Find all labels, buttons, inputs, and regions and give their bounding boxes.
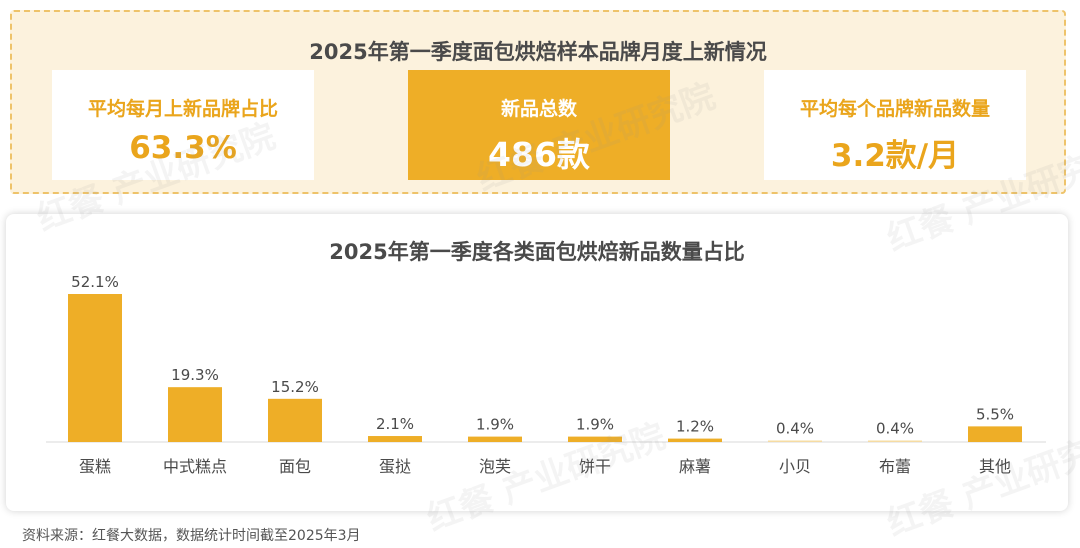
bar-chart: 52.1% 蛋糕 19.3% 中式糕点 15.2% 面包 2.1% 蛋挞 1.9% 泡芙 1.9% 饼…: [46, 273, 1046, 476]
bar-value-label: 5.5%: [976, 405, 1014, 423]
bar-value-label: 0.4%: [876, 420, 914, 438]
category-tick-label: 小贝: [779, 457, 811, 476]
bar-value-label: 0.4%: [776, 420, 814, 438]
summary-panel: 2025年第一季度面包烘焙样本品牌月度上新情况 平均每月上新品牌占比 63.3%…: [10, 10, 1066, 194]
source-note: 资料来源：红餐大数据，数据统计时间截至2025年3月: [22, 528, 361, 544]
kpi-monthly-brand-ratio: 平均每月上新品牌占比 63.3%: [52, 70, 314, 180]
bar-2: [268, 398, 322, 442]
bar-value-label: 2.1%: [376, 415, 414, 433]
bar-3: [368, 436, 422, 442]
category-tick-label: 蛋挞: [379, 457, 411, 476]
category-tick-label: 布蕾: [879, 457, 911, 476]
category-tick-label: 中式糕点: [163, 457, 227, 476]
category-tick-label: 面包: [279, 457, 311, 476]
chart-title: 2025年第一季度各类面包烘焙新品数量占比: [329, 240, 745, 264]
bar-value-label: 52.1%: [71, 273, 119, 291]
category-tick-label: 泡芙: [479, 457, 511, 476]
category-tick-label: 饼干: [579, 457, 611, 476]
bar-value-label: 1.2%: [676, 418, 714, 436]
bar-4: [468, 436, 522, 442]
bar-value-label: 1.9%: [576, 416, 614, 434]
bar-value-label: 19.3%: [171, 366, 219, 384]
bar-6: [668, 438, 722, 442]
kpi-value: 63.3%: [129, 130, 237, 166]
category-tick-label: 蛋糕: [79, 457, 111, 476]
chart-panel: 2025年第一季度各类面包烘焙新品数量占比 52.1% 蛋糕 19.3% 中式糕点 15…: [6, 214, 1068, 511]
kpi-value: 3.2款/月: [830, 138, 960, 174]
kpi-label: 平均每月上新品牌占比: [87, 98, 278, 120]
category-tick-label: 其他: [979, 457, 1011, 476]
bar-8: [868, 440, 922, 442]
kpi-label: 新品总数: [500, 98, 577, 120]
bar-value-label: 15.2%: [271, 378, 319, 396]
bar-5: [568, 436, 622, 442]
kpi-total-new-products: 新品总数 486款: [408, 70, 670, 180]
kpi-avg-products-per-brand: 平均每个品牌新品数量 3.2款/月: [764, 70, 1026, 180]
bar-9: [968, 426, 1022, 442]
bar-value-label: 1.9%: [476, 416, 514, 434]
bar-1: [168, 387, 222, 442]
bar-7: [768, 440, 822, 442]
summary-title: 2025年第一季度面包烘焙样本品牌月度上新情况: [309, 40, 767, 64]
kpi-value: 486款: [488, 135, 590, 174]
category-tick-label: 麻薯: [679, 457, 711, 476]
kpi-label: 平均每个品牌新品数量: [799, 98, 990, 120]
bar-0: [68, 294, 122, 442]
